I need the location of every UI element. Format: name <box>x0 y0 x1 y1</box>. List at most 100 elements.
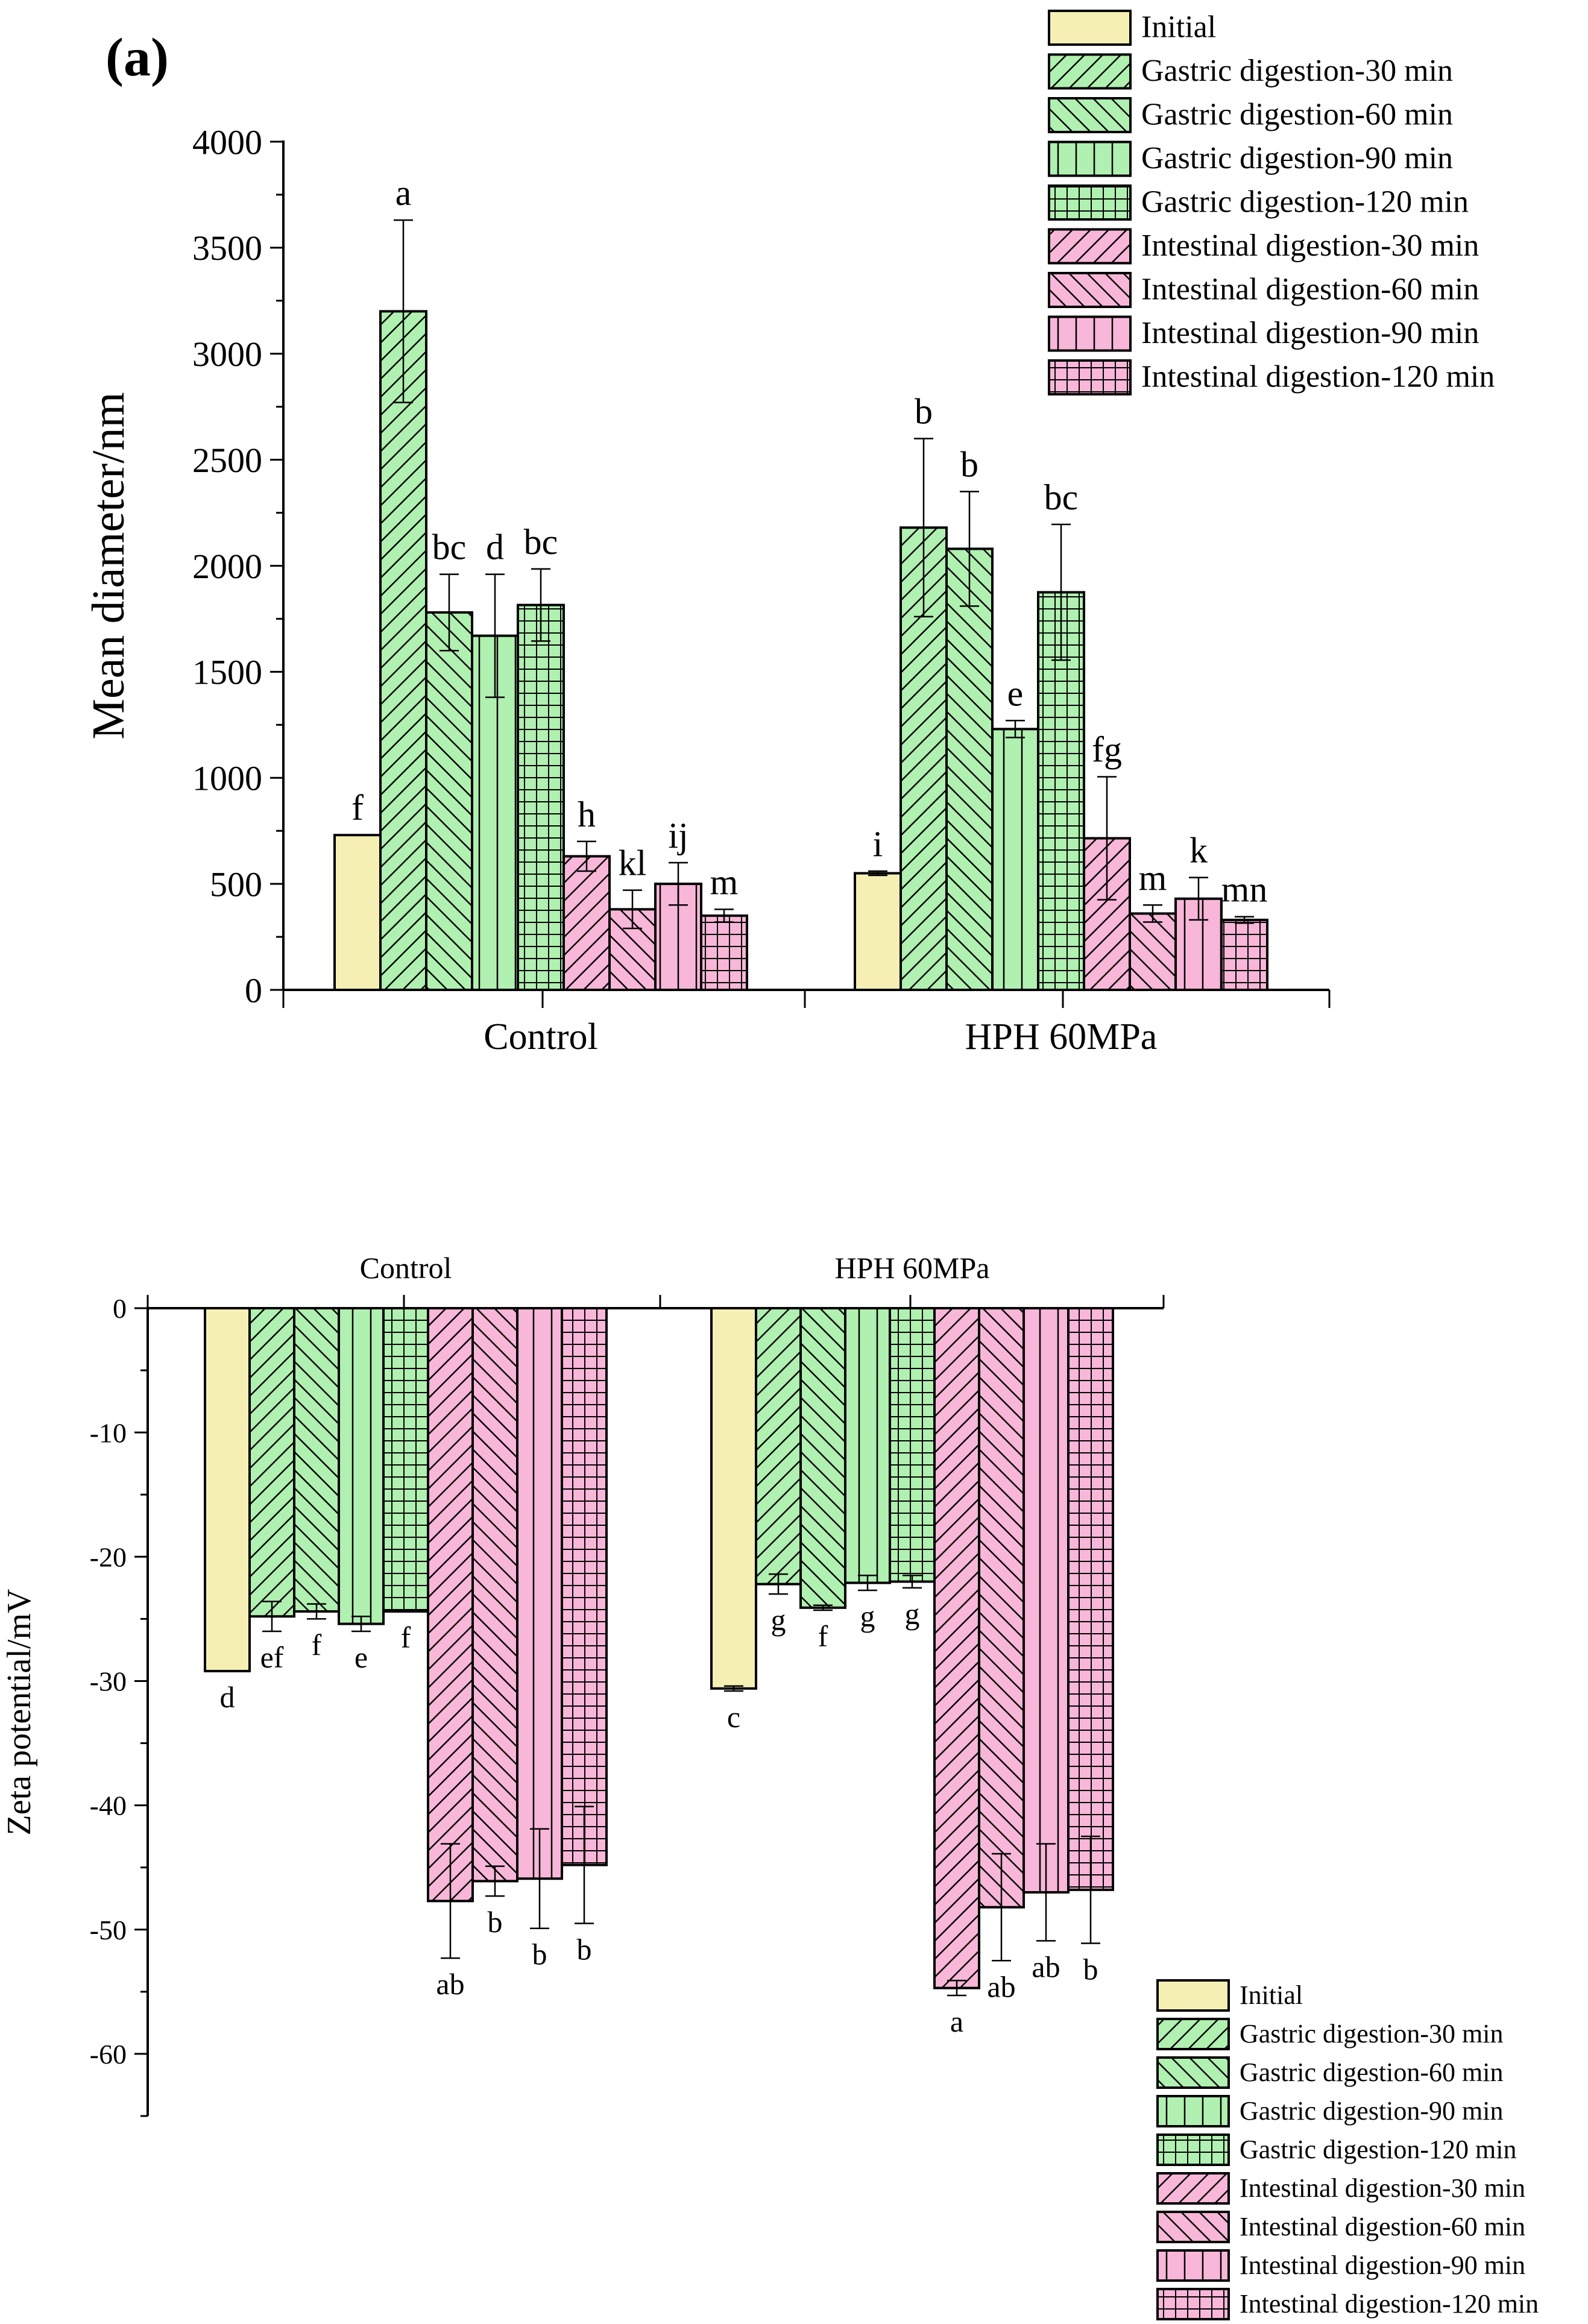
bar <box>338 1307 385 1625</box>
y-tick-label: -60 <box>90 2039 127 2070</box>
y-tick-label: -40 <box>90 1790 127 1821</box>
legend-label: Intestinal digestion-60 min <box>1240 2212 1525 2241</box>
y-tick-label: -20 <box>90 1541 127 1572</box>
significance-letter: m <box>1139 858 1167 898</box>
significance-letter: g <box>860 1599 875 1633</box>
significance-letter: bc <box>1044 477 1079 517</box>
legend-swatch <box>1156 2018 1230 2050</box>
significance-letter: ij <box>668 816 688 855</box>
y-tick-label: 4000 <box>192 122 262 162</box>
bar <box>991 728 1039 992</box>
significance-letter: c <box>727 1700 740 1734</box>
bar <box>1067 1307 1114 1891</box>
bar <box>248 1307 295 1618</box>
legend-label: Intestinal digestion-90 min <box>1141 316 1479 350</box>
legend-top: Initial Gastric digestion-30 min Gastric d… <box>1048 10 1495 395</box>
bar <box>379 310 427 991</box>
significance-letter: m <box>710 862 739 902</box>
figure-label: (a) <box>106 28 169 87</box>
significance-letter: f <box>818 1619 828 1653</box>
legend-label: Gastric digestion-60 min <box>1240 2058 1504 2087</box>
y-tick-label: -30 <box>90 1666 127 1697</box>
significance-letter: f <box>351 788 364 828</box>
legend-swatch <box>1156 2211 1230 2243</box>
significance-letter: b <box>915 391 933 431</box>
significance-letter: b <box>577 1932 592 1966</box>
bar <box>945 547 994 991</box>
bar <box>1129 912 1177 991</box>
significance-letter: fg <box>1092 729 1122 769</box>
significance-letter: bc <box>432 527 467 567</box>
y-tick-label: 2000 <box>192 547 262 586</box>
legend-label: Initial <box>1240 1980 1303 2010</box>
bar <box>854 872 902 991</box>
bar <box>755 1307 802 1586</box>
significance-letter: a <box>395 173 412 213</box>
bar <box>933 1307 980 1989</box>
bar <box>799 1307 846 1609</box>
significance-letter: ab <box>436 1967 464 2001</box>
category-label: Control <box>484 1016 597 1057</box>
bar <box>710 1307 757 1690</box>
mean-diameter-chart: Mean diameter/nm 0 500 1000 1500 2000 2500 3000… <box>83 122 1331 1057</box>
y-tick-label: -50 <box>90 1915 127 1945</box>
significance-letter: b <box>532 1938 547 1971</box>
category-label: HPH 60MPa <box>835 1251 990 1285</box>
legend-bottom: Initial Gastric digestion-30 min Gastric d… <box>1156 1979 1539 2320</box>
legend-swatch <box>1156 2172 1230 2205</box>
bar <box>561 1307 608 1866</box>
significance-letter: ab <box>1032 1950 1060 1983</box>
significance-letter: a <box>950 2004 963 2038</box>
legend-swatch <box>1156 2095 1230 2127</box>
legend-label: Intestinal digestion-120 min <box>1141 360 1495 394</box>
significance-letter: g <box>905 1597 920 1631</box>
significance-letter: bc <box>524 522 558 562</box>
bar <box>1022 1307 1070 1894</box>
legend-label: Gastric digestion-30 min <box>1240 2019 1504 2048</box>
legend-label: Intestinal digestion-30 min <box>1141 228 1479 263</box>
bar <box>516 1307 563 1880</box>
significance-letter: i <box>873 824 883 864</box>
significance-letter: d <box>220 1680 235 1714</box>
legend-label: Intestinal digestion-90 min <box>1240 2250 1525 2280</box>
y-tick-label: 1500 <box>192 653 262 692</box>
significance-letter: kl <box>619 843 647 883</box>
bar <box>1220 918 1268 991</box>
legend-label: Gastric digestion-30 min <box>1141 54 1453 88</box>
y-tick-label: 0 <box>113 1293 127 1324</box>
legend-swatch <box>1048 97 1132 133</box>
bar <box>844 1307 891 1584</box>
legend-swatch <box>1048 272 1132 308</box>
legend-label: Gastric digestion-120 min <box>1141 185 1469 219</box>
bar <box>562 855 611 991</box>
legend-swatch <box>1048 228 1132 265</box>
significance-letter: ef <box>260 1640 284 1674</box>
legend-swatch <box>1048 10 1132 46</box>
significance-letter: e <box>354 1640 368 1674</box>
y-tick-label: -10 <box>90 1417 127 1448</box>
significance-letter: f <box>401 1620 411 1654</box>
legend-swatch <box>1048 140 1132 177</box>
legend-swatch <box>1156 2288 1230 2320</box>
legend-label: Intestinal digestion-30 min <box>1240 2173 1525 2203</box>
legend-swatch <box>1048 184 1132 221</box>
bar <box>293 1307 340 1613</box>
bar <box>978 1307 1025 1909</box>
legend-label: Gastric digestion-90 min <box>1240 2096 1504 2126</box>
bar <box>427 1307 474 1903</box>
y-tick-label: 3500 <box>192 228 262 268</box>
bar <box>700 914 748 991</box>
legend-swatch <box>1048 53 1132 90</box>
legend-swatch <box>1156 1979 1230 2012</box>
y-axis-label: Zeta potential/mV <box>1 1589 38 1836</box>
y-tick-label: 1000 <box>192 759 262 798</box>
bar <box>204 1307 251 1672</box>
legend-label: Gastric digestion-90 min <box>1141 141 1453 175</box>
bar <box>471 1307 518 1883</box>
zeta-potential-chart: Zeta potential/mV 0 -10 -20 -30 -40 -50 -60 Cont… <box>1 1251 1165 2117</box>
bar <box>333 834 382 992</box>
category-label: HPH 60MPa <box>965 1016 1158 1057</box>
y-tick-label: 0 <box>245 971 262 1010</box>
y-tick-label: 2500 <box>192 441 262 480</box>
